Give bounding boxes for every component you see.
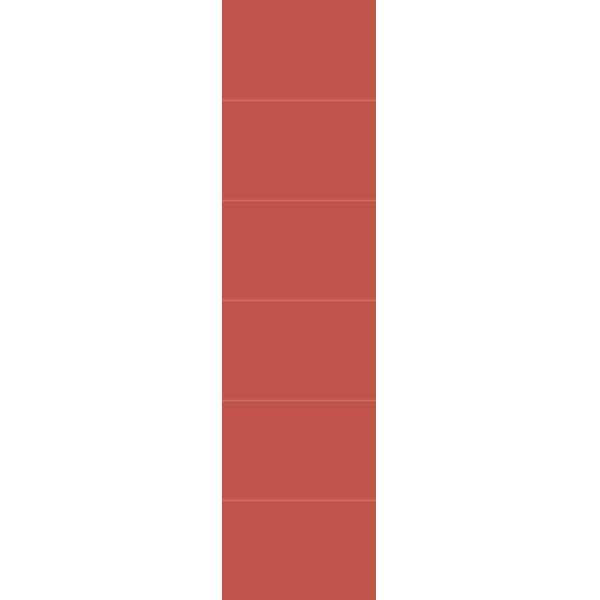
bar-segment-5[interactable] (222, 398, 376, 500)
stacked-bar[interactable] (222, 0, 376, 600)
bar-segment-4[interactable] (222, 298, 376, 400)
bar-segment-2[interactable] (222, 98, 376, 200)
bar-segment-1[interactable] (222, 0, 376, 100)
bar-segment-6[interactable] (222, 498, 376, 600)
bar-segment-3[interactable] (222, 198, 376, 300)
